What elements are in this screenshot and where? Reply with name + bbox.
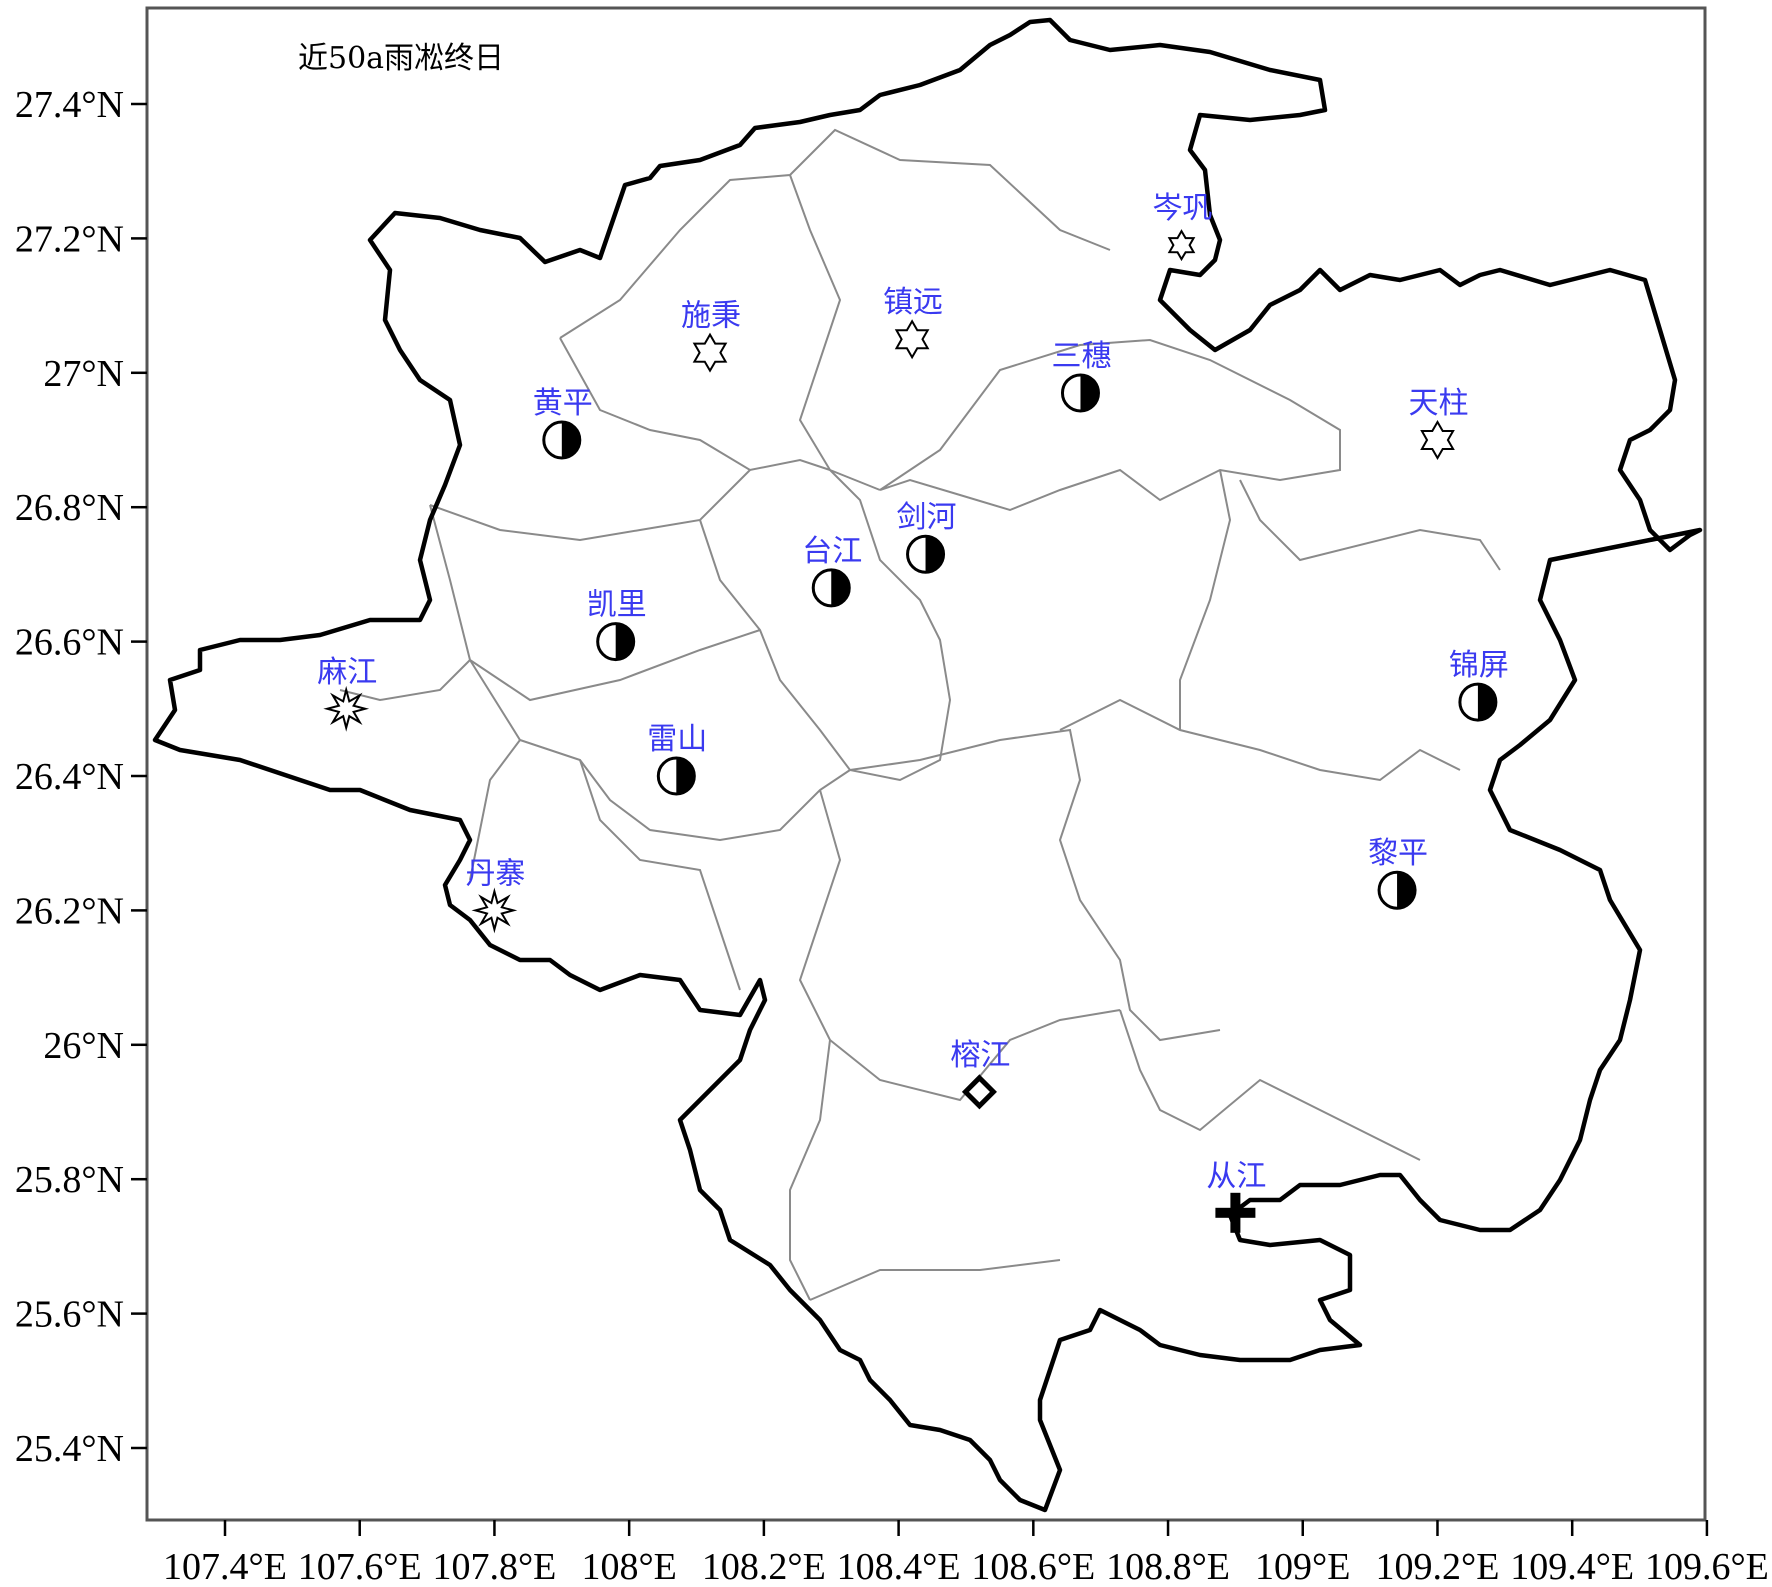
x-tick-label: 108.8°E bbox=[1106, 1546, 1230, 1587]
y-tick-label: 27.2°N bbox=[15, 218, 124, 260]
station-label: 从江 bbox=[1206, 1159, 1266, 1194]
x-tick-label: 108°E bbox=[581, 1546, 676, 1587]
station-label: 榕江 bbox=[950, 1038, 1010, 1073]
y-tick-label: 26.4°N bbox=[15, 756, 124, 798]
station-8: 台江 bbox=[802, 534, 862, 608]
half-filled-circle-icon bbox=[596, 622, 636, 662]
prefecture-outline bbox=[152, 17, 1703, 1513]
x-tick-label: 109.4°E bbox=[1510, 1546, 1634, 1587]
y-tick-label: 25.6°N bbox=[15, 1294, 124, 1336]
y-tick-label: 25.4°N bbox=[15, 1428, 124, 1470]
y-tick-label: 27°N bbox=[43, 353, 124, 395]
station-9: 凯里 bbox=[587, 588, 647, 662]
y-tick-label: 27.4°N bbox=[15, 84, 124, 126]
six-point-star-icon bbox=[894, 319, 930, 360]
station-label: 台江 bbox=[802, 534, 862, 569]
map-title: 近50a雨凇终日 bbox=[298, 41, 504, 76]
station-5: 天柱 bbox=[1408, 386, 1468, 460]
county-border bbox=[789, 1039, 831, 1301]
county-border bbox=[798, 789, 1121, 1102]
eight-point-star-icon bbox=[323, 685, 370, 732]
county-border bbox=[559, 128, 1111, 339]
county-border bbox=[429, 504, 761, 702]
x-tick-label: 108.4°E bbox=[837, 1546, 961, 1587]
county-border bbox=[849, 728, 1221, 1042]
station-label: 麻江 bbox=[317, 655, 377, 690]
six-point-star-icon bbox=[1167, 229, 1196, 262]
station-label: 剑河 bbox=[897, 500, 957, 535]
eight-point-star-icon bbox=[471, 887, 518, 934]
y-tick-label: 26.8°N bbox=[15, 487, 124, 529]
county-border bbox=[559, 337, 831, 472]
station-label: 锦屏 bbox=[1449, 648, 1509, 683]
x-tick-label: 107.4°E bbox=[163, 1546, 287, 1587]
half-filled-circle-icon bbox=[656, 756, 696, 796]
cross-icon bbox=[1215, 1192, 1256, 1233]
county-border bbox=[579, 759, 741, 991]
station-7: 剑河 bbox=[897, 500, 957, 574]
six-point-star-icon bbox=[692, 332, 728, 373]
station-label: 镇远 bbox=[883, 285, 943, 320]
station-15: 榕江 bbox=[950, 1038, 1010, 1110]
station-11: 锦屏 bbox=[1449, 648, 1509, 722]
y-tick-label: 26°N bbox=[43, 1025, 124, 1067]
x-tick-label: 109.2°E bbox=[1376, 1546, 1500, 1587]
half-filled-circle-icon bbox=[542, 420, 582, 460]
station-label: 岑巩 bbox=[1153, 191, 1213, 226]
station-10: 麻江 bbox=[317, 655, 377, 732]
station-6: 黄平 bbox=[533, 386, 593, 460]
station-label: 黄平 bbox=[533, 386, 593, 421]
station-3: 岑巩 bbox=[1153, 191, 1213, 262]
x-tick-label: 108.2°E bbox=[702, 1546, 826, 1587]
county-border bbox=[1119, 1009, 1421, 1161]
half-filled-circle-icon bbox=[1377, 870, 1417, 910]
y-tick-label: 25.8°N bbox=[15, 1159, 124, 1201]
station-label: 丹寨 bbox=[465, 856, 525, 891]
half-filled-circle-icon bbox=[906, 534, 946, 574]
x-tick-label: 109°E bbox=[1255, 1546, 1350, 1587]
half-filled-circle-icon bbox=[811, 568, 851, 608]
station-4: 三穗 bbox=[1051, 339, 1111, 413]
map-axes: 107.4°E 107.6°E 107.8°E 108°E 108.2°E 108.4°E… bbox=[15, 84, 1769, 1587]
station-label: 雷山 bbox=[647, 722, 707, 757]
six-point-star-icon bbox=[1420, 420, 1455, 460]
station-label: 施秉 bbox=[681, 299, 741, 334]
x-tick-label: 107.8°E bbox=[432, 1546, 556, 1587]
county-border bbox=[429, 469, 751, 542]
map-frame bbox=[145, 6, 1707, 1522]
station-1: 施秉 bbox=[681, 299, 741, 373]
half-filled-circle-icon bbox=[1458, 682, 1498, 722]
station-13: 黎平 bbox=[1368, 836, 1428, 910]
y-tick-label: 26.2°N bbox=[15, 890, 124, 932]
station-12: 雷山 bbox=[647, 722, 707, 796]
county-border bbox=[469, 739, 521, 881]
county-borders bbox=[339, 128, 1501, 1301]
station-14: 丹寨 bbox=[465, 856, 525, 934]
county-border bbox=[469, 659, 851, 842]
station-label: 三穗 bbox=[1051, 339, 1111, 374]
county-border bbox=[809, 1259, 1061, 1301]
y-tick-label: 26.6°N bbox=[15, 622, 124, 664]
station-label: 天柱 bbox=[1408, 386, 1468, 421]
county-border bbox=[1239, 479, 1501, 571]
x-tick-label: 108.6°E bbox=[971, 1546, 1095, 1587]
diamond-icon bbox=[961, 1074, 997, 1110]
county-border bbox=[699, 469, 952, 782]
county-border bbox=[879, 338, 1341, 512]
station-16: 从江 bbox=[1206, 1159, 1266, 1233]
half-filled-circle-icon bbox=[1060, 373, 1100, 413]
station-2: 镇远 bbox=[883, 285, 943, 360]
county-border bbox=[1059, 698, 1461, 782]
x-tick-label: 107.6°E bbox=[298, 1546, 422, 1587]
x-tick-label: 109.6°E bbox=[1645, 1546, 1769, 1587]
county-border bbox=[1179, 469, 1232, 730]
station-label: 黎平 bbox=[1368, 836, 1428, 871]
station-label: 凯里 bbox=[587, 588, 647, 623]
